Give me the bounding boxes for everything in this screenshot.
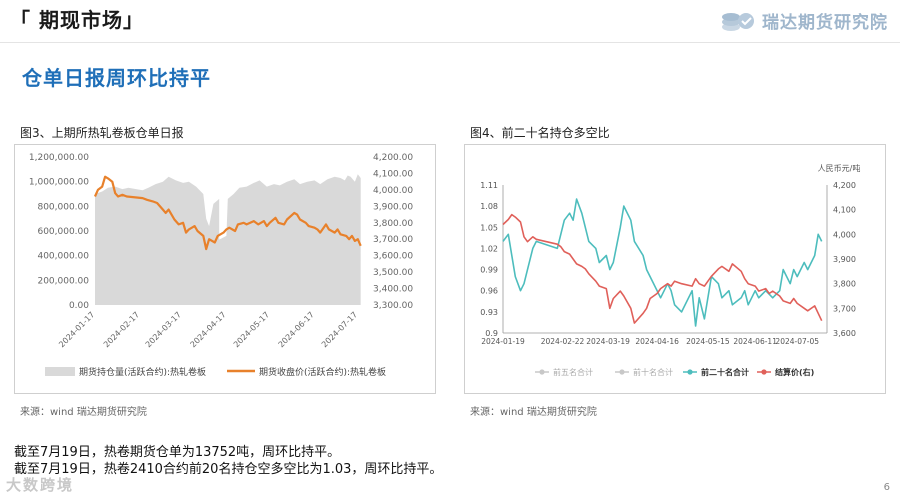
series-line-top20 — [502, 198, 823, 327]
legend-label-line: 期货收盘价(活跃合约):热轧卷板 — [259, 366, 386, 378]
chart-left-panel: 0.00 200,000.00 400,000.00 600,000.00 800,00… — [14, 144, 436, 394]
source-left: 来源：wind 瑞达期货研究院 — [20, 407, 147, 418]
legend-label: 前五名合计 — [553, 367, 593, 377]
chart-left-title: 图3、上期所热轧卷板仓单日报 — [20, 126, 184, 140]
notes: 截至7月19日，热卷期货仓单为13752吨，周环比持平。 截至7月19日，热卷2… — [14, 444, 442, 478]
legend-label: 前二十名合计 — [701, 367, 749, 377]
y-left-tick-label: 1.11 — [480, 181, 498, 190]
x-tick-label: 2024-03-19 — [586, 337, 630, 346]
y-left-tick-label: 0.99 — [480, 266, 498, 275]
x-tick-label: 2024-06-11 — [733, 337, 777, 346]
coins-icon — [722, 13, 754, 31]
chart-right-svg: 0.9 0.93 0.96 0.99 1.02 1.05 1.08 1.11 3,600 3,70… — [465, 145, 885, 393]
legend-label: 结算价(右) — [775, 367, 814, 377]
y-right-tick-label: 3,300.00 — [373, 301, 413, 311]
header-divider — [0, 42, 900, 43]
y-left-tick-label: 200,000.00 — [37, 276, 89, 286]
series-line-settle-price — [502, 213, 823, 324]
section-title: 「 期现市场」 — [10, 8, 144, 32]
legend-marker — [619, 369, 625, 375]
x-tick-label: 2024-01-19 — [481, 337, 525, 346]
y-right-tick-label: 3,600 — [833, 329, 856, 338]
y-right-tick-label: 3,500.00 — [373, 268, 413, 278]
chart-right-title: 图4、前二十名持仓多空比 — [470, 126, 610, 140]
y-left-tick-label: 1.05 — [480, 223, 498, 232]
x-tick-label: 2024-04-16 — [635, 337, 679, 346]
y-right-tick-label: 3,900 — [833, 255, 856, 264]
brand-name: 瑞达期货研究院 — [762, 12, 888, 33]
x-tick-label: 2024-07-05 — [775, 337, 819, 346]
y-left-tick-label: 0.93 — [480, 308, 498, 317]
y-left-tick-label: 0.00 — [69, 301, 89, 311]
x-tick-label: 2024-02-22 — [541, 337, 585, 346]
y-right-tick-label: 4,000.00 — [373, 186, 413, 196]
legend-label: 前十名合计 — [633, 367, 673, 377]
y-right-tick-label: 3,600.00 — [373, 252, 413, 262]
chart-right-panel: 0.9 0.93 0.96 0.99 1.02 1.05 1.08 1.11 3,600 3,70… — [464, 144, 886, 394]
y-right-tick-label: 3,800.00 — [373, 219, 413, 229]
y-left-tick-label: 1.02 — [480, 244, 498, 253]
chart-left-svg: 0.00 200,000.00 400,000.00 600,000.00 800,00… — [15, 145, 435, 393]
headline: 仓单日报周环比持平 — [22, 66, 211, 90]
y-right-tick-label: 3,800 — [833, 280, 856, 289]
y-left-tick-label: 0.9 — [485, 329, 498, 338]
y-right-tick-label: 3,700.00 — [373, 235, 413, 245]
y-left-tick-label: 1,200,000.00 — [29, 153, 89, 163]
legend-swatch-area — [45, 367, 75, 376]
y-left-tick-label: 1.08 — [480, 202, 498, 211]
legend-label-area: 期货持仓量(活跃合约):热轧卷板 — [79, 366, 206, 378]
y-right-tick-label: 3,900.00 — [373, 202, 413, 212]
watermark: 大数跨境 — [6, 476, 75, 494]
y-right-tick-label: 3,700 — [833, 304, 856, 313]
y-right-tick-label: 4,100.00 — [373, 169, 413, 179]
y-right-tick-label: 4,000 — [833, 230, 856, 239]
y-left-tick-label: 600,000.00 — [37, 227, 89, 237]
y-left-tick-label: 1,000,000.00 — [29, 178, 89, 188]
brand-logo: 瑞达期货研究院 — [720, 6, 888, 34]
y-right-axis-label: 人民币元/吨 — [818, 163, 861, 173]
page-number: 6 — [883, 482, 890, 493]
legend-marker — [761, 369, 767, 375]
y-left-tick-label: 400,000.00 — [37, 252, 89, 262]
y-right-tick-label: 3,400.00 — [373, 285, 413, 295]
note-line-2: 截至7月19日，热卷2410合约前20名持仓空多空比为1.03，周环比持平。 — [14, 462, 443, 477]
y-left-tick-label: 0.96 — [480, 287, 498, 296]
source-right: 来源：wind 瑞达期货研究院 — [470, 407, 597, 418]
legend-marker — [687, 369, 693, 375]
y-left-tick-label: 800,000.00 — [37, 202, 89, 212]
y-right-tick-label: 4,100 — [833, 206, 856, 215]
y-right-tick-label: 4,200.00 — [373, 153, 413, 163]
chart-right-bg — [465, 145, 885, 393]
legend-marker — [539, 369, 545, 375]
series-line-close-price — [93, 175, 362, 251]
x-tick-label: 2024-05-15 — [686, 337, 730, 346]
y-right-tick-label: 4,200 — [833, 181, 856, 190]
note-line-1: 截至7月19日，热卷期货仓单为13752吨，周环比持平。 — [14, 445, 341, 460]
